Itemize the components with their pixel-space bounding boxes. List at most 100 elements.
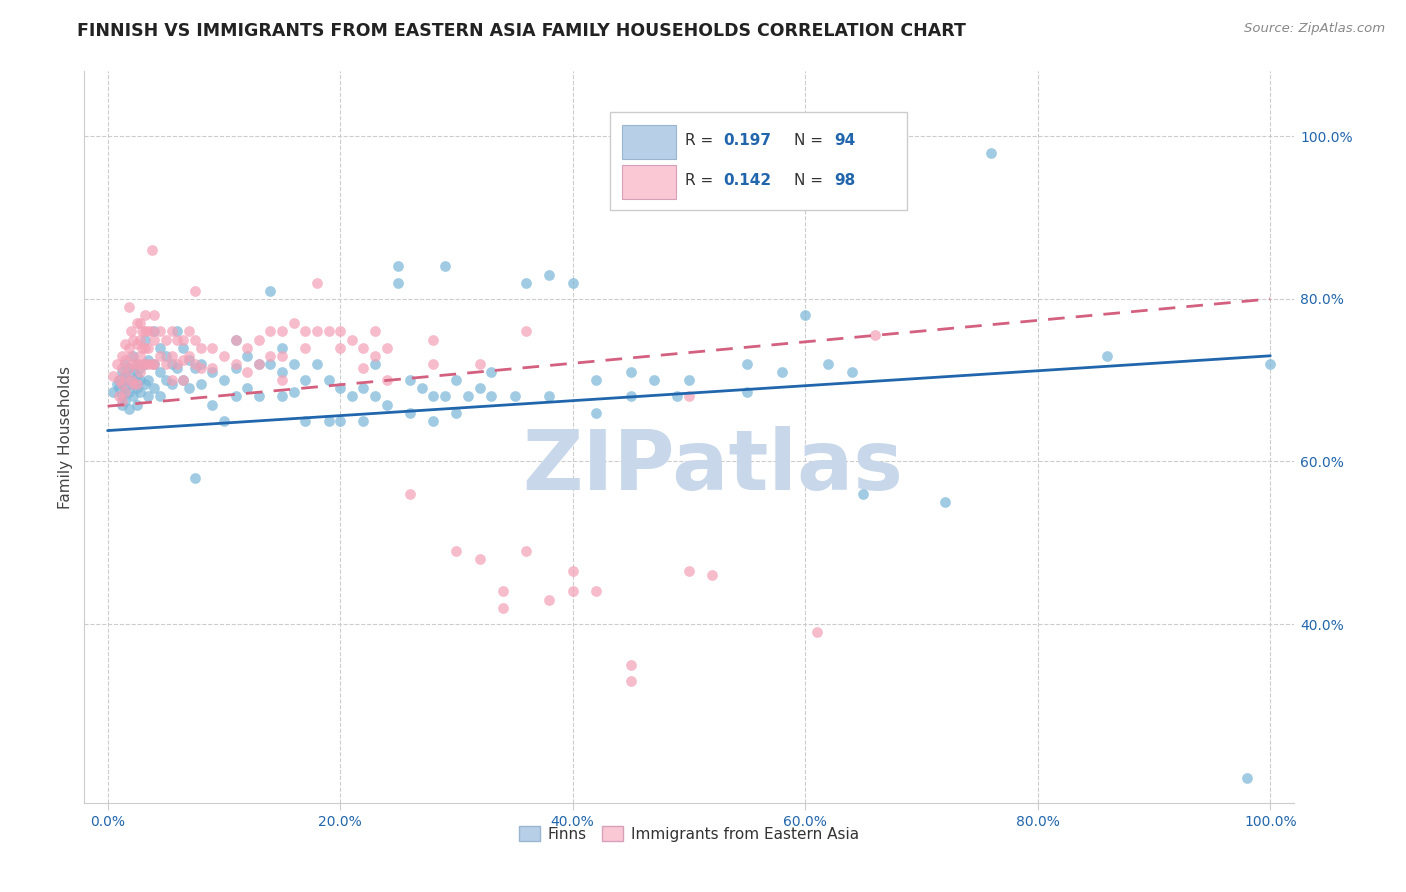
Point: [329, 414, 352, 428]
Point: [105, 357, 128, 371]
Point: [155, 349, 177, 363]
Point: [340, 333, 363, 347]
Point: [212, 373, 235, 387]
Point: [678, 389, 700, 403]
FancyBboxPatch shape: [623, 165, 676, 199]
Point: [863, 328, 886, 343]
Point: [271, 373, 294, 387]
Point: [120, 349, 142, 363]
Point: [201, 365, 224, 379]
Point: [184, 284, 207, 298]
Point: [225, 361, 247, 376]
Point: [190, 357, 212, 371]
Point: [1258, 357, 1281, 371]
Y-axis label: Family Households: Family Households: [58, 366, 73, 508]
Point: [492, 600, 515, 615]
Point: [980, 145, 1002, 160]
Point: [166, 333, 188, 347]
Point: [212, 349, 235, 363]
Point: [103, 385, 125, 400]
Point: [129, 365, 152, 379]
Point: [585, 373, 607, 387]
Point: [364, 349, 387, 363]
Point: [538, 268, 561, 282]
Point: [515, 325, 537, 339]
Point: [852, 487, 875, 501]
Point: [143, 308, 166, 322]
Point: [149, 389, 172, 403]
Point: [114, 336, 136, 351]
Point: [141, 325, 163, 339]
Point: [125, 369, 148, 384]
Point: [136, 341, 159, 355]
Point: [110, 393, 132, 408]
Point: [561, 584, 583, 599]
Point: [120, 373, 142, 387]
Point: [817, 357, 839, 371]
Point: [468, 357, 491, 371]
Point: [271, 365, 294, 379]
Point: [177, 325, 200, 339]
Point: [329, 341, 352, 355]
Point: [122, 377, 145, 392]
Point: [283, 316, 305, 330]
Point: [643, 373, 665, 387]
Point: [129, 373, 152, 387]
Point: [201, 341, 224, 355]
Point: [155, 373, 177, 387]
Point: [702, 568, 724, 582]
Point: [149, 365, 172, 379]
Text: N =: N =: [794, 133, 828, 148]
Point: [143, 333, 166, 347]
Point: [399, 373, 422, 387]
Text: 94: 94: [834, 133, 855, 148]
Point: [259, 325, 281, 339]
Point: [735, 357, 758, 371]
Point: [122, 365, 145, 379]
Point: [172, 341, 194, 355]
Point: [160, 377, 183, 392]
Point: [247, 333, 270, 347]
Point: [160, 325, 183, 339]
Point: [136, 357, 159, 371]
Point: [340, 389, 363, 403]
Point: [318, 325, 340, 339]
Point: [141, 243, 163, 257]
Point: [841, 365, 863, 379]
Point: [134, 377, 156, 392]
Point: [122, 377, 145, 392]
Point: [561, 564, 583, 578]
Point: [136, 325, 159, 339]
Point: [108, 381, 131, 395]
Point: [177, 352, 200, 367]
Point: [136, 352, 159, 367]
Point: [422, 357, 444, 371]
Text: N =: N =: [794, 173, 828, 188]
Point: [259, 349, 281, 363]
Point: [166, 325, 188, 339]
Point: [103, 369, 125, 384]
Point: [184, 333, 207, 347]
Point: [422, 414, 444, 428]
Point: [190, 341, 212, 355]
Point: [468, 552, 491, 566]
Point: [247, 389, 270, 403]
Point: [503, 389, 526, 403]
Point: [1236, 772, 1258, 786]
Point: [620, 657, 643, 672]
Point: [114, 352, 136, 367]
Point: [411, 381, 433, 395]
Point: [149, 325, 172, 339]
Point: [433, 389, 456, 403]
Point: [117, 361, 139, 376]
Point: [172, 352, 194, 367]
Point: [479, 389, 502, 403]
Point: [375, 373, 398, 387]
Point: [247, 357, 270, 371]
Point: [110, 389, 132, 403]
Point: [225, 333, 247, 347]
Point: [294, 325, 316, 339]
Point: [177, 381, 200, 395]
Point: [620, 389, 643, 403]
Point: [201, 361, 224, 376]
